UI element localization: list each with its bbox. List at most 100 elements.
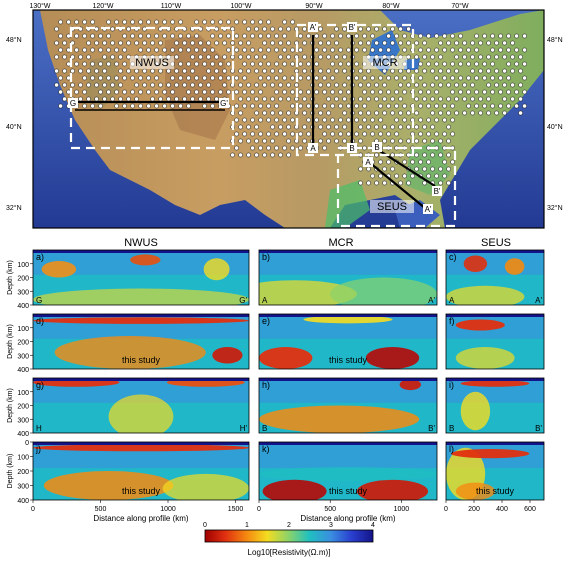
colorbar: 0 1 2 3 4 Log10[Resistivity(Ω.m)] (203, 522, 375, 557)
station-dot (286, 96, 291, 102)
station-dot (190, 96, 195, 102)
station-dot (82, 19, 87, 25)
panel-frame (445, 313, 545, 370)
station-dot (186, 89, 191, 95)
station-dot (486, 40, 491, 46)
station-dot (478, 96, 483, 102)
station-dot (286, 152, 291, 158)
panel-surface-layer (446, 250, 544, 253)
station-dot (498, 89, 503, 95)
colorbar-tick-label: 0 (203, 522, 207, 529)
station-dot (414, 96, 419, 102)
station-dot (78, 82, 83, 88)
resistivity-anomaly (504, 258, 525, 275)
station-dot (102, 54, 107, 60)
station-dot (218, 89, 223, 95)
panel-surface-layer (446, 314, 544, 317)
station-dot (342, 96, 347, 102)
station-dot (386, 159, 391, 165)
station-dot (154, 19, 159, 25)
station-dot (94, 40, 99, 46)
station-dot (190, 40, 195, 46)
station-dot (274, 103, 279, 109)
panel-letter: f) (449, 316, 455, 326)
station-dot (110, 40, 115, 46)
station-dot (374, 82, 379, 88)
station-dot (458, 61, 463, 67)
station-dot (98, 61, 103, 67)
station-dot (302, 54, 307, 60)
station-dot (234, 103, 239, 109)
station-dot (402, 47, 407, 53)
station-dot (398, 138, 403, 144)
station-dot (318, 26, 323, 32)
station-dot (450, 89, 455, 95)
resistivity-anomaly (365, 347, 420, 369)
station-dot (330, 47, 335, 53)
profile-label: B' (349, 23, 356, 32)
profile-label-bg (363, 157, 373, 167)
resistivity-anomaly (130, 254, 161, 266)
station-dot (446, 124, 451, 130)
station-dot (486, 54, 491, 60)
station-dot (238, 82, 243, 88)
station-dot (450, 47, 455, 53)
station-dot (270, 110, 275, 116)
station-dot (390, 110, 395, 116)
panel-d: d) this study (32, 313, 250, 370)
station-dot (86, 40, 91, 46)
station-dot (138, 33, 143, 39)
station-dot (498, 75, 503, 81)
station-dot (450, 61, 455, 67)
station-dot (418, 117, 423, 123)
station-dot (426, 89, 431, 95)
station-dot (298, 103, 303, 109)
station-dot (102, 40, 107, 46)
station-dot (506, 103, 511, 109)
station-dot (298, 61, 303, 67)
colorbar-label: Log10[Resistivity(Ω.m)] (248, 548, 331, 557)
colorbar-gradient (204, 529, 374, 543)
station-dot (434, 61, 439, 67)
station-dot (346, 89, 351, 95)
y-tick-label: 100 (17, 262, 29, 269)
y-tick-label: 200 (17, 469, 29, 476)
station-dot (522, 61, 527, 67)
station-dot (222, 40, 227, 46)
station-dot (166, 96, 171, 102)
station-dot (150, 68, 155, 74)
y-tick-label: 300 (17, 289, 29, 296)
panel-note: this study (122, 355, 161, 365)
station-dot (114, 103, 119, 109)
panel-surface-layer (259, 442, 437, 445)
station-dot (134, 40, 139, 46)
station-dot (186, 47, 191, 53)
station-dot (386, 131, 391, 137)
station-dot (302, 26, 307, 32)
station-dot (58, 103, 63, 109)
panel-l: l) this study (445, 441, 545, 501)
station-dot (70, 68, 75, 74)
panel-a: a) G G' (32, 249, 250, 306)
station-dot (298, 33, 303, 39)
station-dot (270, 138, 275, 144)
station-dot (206, 96, 211, 102)
panel-letter: i) (449, 380, 454, 390)
station-dot (210, 103, 215, 109)
station-dot (422, 166, 427, 172)
station-dot (294, 82, 299, 88)
station-dot (358, 68, 363, 74)
station-dot (430, 96, 435, 102)
station-dot (134, 82, 139, 88)
station-dot (242, 89, 247, 95)
station-dot (214, 26, 219, 32)
station-dot (426, 117, 431, 123)
station-dot (142, 40, 147, 46)
map-tick-labels: 130°W 120°W 110°W 100°W 90°W 80°W 70°W 48°N 48°N… (6, 2, 563, 212)
panel-upper-layer (259, 250, 437, 275)
panel-letter: c) (449, 252, 457, 262)
station-dot (458, 47, 463, 53)
station-dot (82, 33, 87, 39)
station-dot (434, 75, 439, 81)
